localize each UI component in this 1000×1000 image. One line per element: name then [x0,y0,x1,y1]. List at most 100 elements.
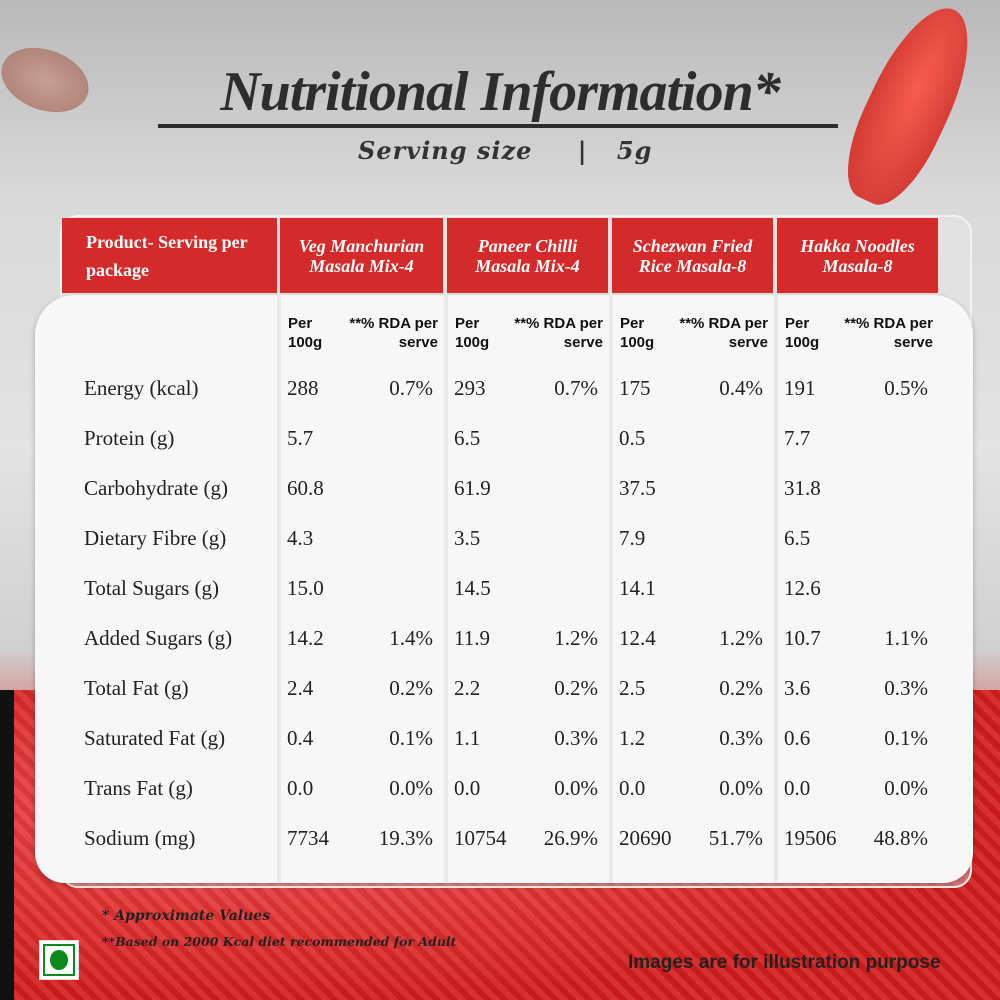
subheader-rda: **% RDA per serve [844,315,933,351]
per-100g-value: 2.4 [287,676,314,700]
footnote-rda: **Based on 2000 Kcal diet recommended fo… [102,934,457,949]
per-100g-value: 14.1 [619,576,656,600]
table-row: Added Sugars (g) 14.2 1.4% 11.9 1.2% 12.4 1.2%… [84,623,944,653]
title-underline [158,124,838,128]
per-100g-value: 0.0 [287,776,314,800]
per-100g-value: 61.9 [454,476,491,500]
rda-value: 0.4% [719,376,763,400]
per-100g-value: 31.8 [784,476,821,500]
per-100g-value: 11.9 [454,626,490,650]
table-row: Total Fat (g) 2.4 0.2% 2.2 0.2% 2.5 0.2% 3.6 0.3… [84,673,944,703]
per-100g-value: 0.0 [784,776,811,800]
nutrient-name: Total Sugars (g) [84,576,220,600]
rda-value: 0.3% [884,676,928,700]
rda-value: 0.3% [554,726,598,750]
rda-value: 0.0% [719,776,763,800]
subheader-per-100g: Per 100g [455,315,490,351]
nutrient-name: Protein (g) [84,426,175,450]
header-product: Schezwan Fried Rice Masala-8 [612,218,773,293]
per-100g-value: 6.5 [454,426,481,450]
subheader-rda: **% RDA per serve [349,315,438,351]
serving-size: Serving size | 5g [358,136,652,166]
rda-value: 0.0% [389,776,433,800]
per-100g-value: 5.7 [287,426,314,450]
per-100g-value: 2.5 [619,676,646,700]
header-product: Hakka Noodles Masala-8 [777,218,938,293]
table-row: Trans Fat (g) 0.0 0.0% 0.0 0.0% 0.0 0.0% 0.0 0.0… [84,773,944,803]
rda-value: 0.0% [884,776,928,800]
per-100g-value: 175 [619,376,651,400]
serving-separator: | [577,136,588,165]
per-100g-value: 7734 [287,826,329,850]
footnote-approx: * Approximate Values [102,908,271,924]
rda-value: 19.3% [378,826,433,850]
subheader-per-100g: Per 100g [288,315,323,351]
nutrient-name: Energy (kcal) [84,376,199,400]
rda-value: 51.7% [708,826,763,850]
nutrient-name: Carbohydrate (g) [84,476,229,500]
column-divider [444,293,448,883]
rda-value: 0.5% [884,376,928,400]
rda-value: 0.7% [389,376,433,400]
per-100g-value: 14.2 [287,626,324,650]
per-100g-value: 12.6 [784,576,821,600]
per-100g-value: 7.9 [619,526,646,550]
header-product: Veg Manchurian Masala Mix-4 [280,218,443,293]
background-edge [0,690,14,1000]
header-label-col: Product- Serving per package [62,218,277,293]
per-100g-value: 293 [454,376,486,400]
per-100g-value: 0.6 [784,726,811,750]
table-row: Protein (g) 5.7 6.5 0.5 7.7 [84,423,944,453]
page-title: Nutritional Information* [220,61,781,123]
rda-value: 48.8% [873,826,928,850]
per-100g-value: 19506 [784,826,837,850]
column-divider [774,293,778,883]
rda-value: 1.1% [884,626,928,650]
rda-value: 0.7% [554,376,598,400]
per-100g-value: 3.5 [454,526,481,550]
per-100g-value: 0.5 [619,426,646,450]
per-100g-value: 0.0 [619,776,646,800]
per-100g-value: 10.7 [784,626,821,650]
per-100g-value: 20690 [619,826,672,850]
per-100g-value: 2.2 [454,676,481,700]
nutrient-name: Dietary Fibre (g) [84,526,227,550]
subheader-rda: **% RDA per serve [679,315,768,351]
per-100g-value: 0.0 [454,776,481,800]
per-100g-value: 191 [784,376,816,400]
nutrient-name: Trans Fat (g) [84,776,193,800]
column-divider [609,293,613,883]
header-product: Paneer Chilli Masala Mix-4 [447,218,608,293]
nutrient-name: Total Fat (g) [84,676,189,700]
veg-mark-icon [39,940,79,980]
per-100g-value: 6.5 [784,526,811,550]
per-100g-value: 7.7 [784,426,811,450]
rda-value: 1.2% [554,626,598,650]
serving-value: 5g [616,136,653,165]
per-100g-value: 288 [287,376,319,400]
per-100g-value: 14.5 [454,576,491,600]
per-100g-value: 3.6 [784,676,811,700]
nutrient-name: Sodium (mg) [84,826,196,850]
per-100g-value: 60.8 [287,476,324,500]
per-100g-value: 37.5 [619,476,656,500]
table-row: Carbohydrate (g) 60.8 61.9 37.5 31.8 [84,473,944,503]
per-100g-value: 15.0 [287,576,324,600]
serving-label: Serving size [358,136,533,165]
per-100g-value: 0.4 [287,726,314,750]
rda-value: 0.2% [389,676,433,700]
per-100g-value: 1.1 [454,726,481,750]
table-row: Saturated Fat (g) 0.4 0.1% 1.1 0.3% 1.2 0.3% 0.… [84,723,944,753]
rda-value: 1.2% [719,626,763,650]
rda-value: 0.1% [389,726,433,750]
nutrient-name: Saturated Fat (g) [84,726,226,750]
table-row: Total Sugars (g) 15.0 14.5 14.1 12.6 [84,573,944,603]
per-100g-value: 10754 [454,826,507,850]
per-100g-value: 12.4 [619,626,656,650]
subheader-per-100g: Per 100g [620,315,655,351]
table-row: Energy (kcal) 288 0.7% 293 0.7% 175 0.4% 191 0.5… [84,373,944,403]
subheader-rda: **% RDA per serve [514,315,603,351]
per-100g-value: 1.2 [619,726,646,750]
per-100g-value: 4.3 [287,526,314,550]
onion-image [0,36,98,124]
